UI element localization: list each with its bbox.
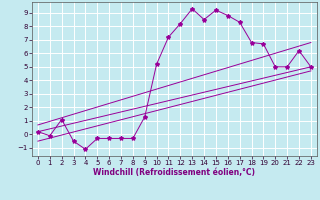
X-axis label: Windchill (Refroidissement éolien,°C): Windchill (Refroidissement éolien,°C) bbox=[93, 168, 255, 177]
